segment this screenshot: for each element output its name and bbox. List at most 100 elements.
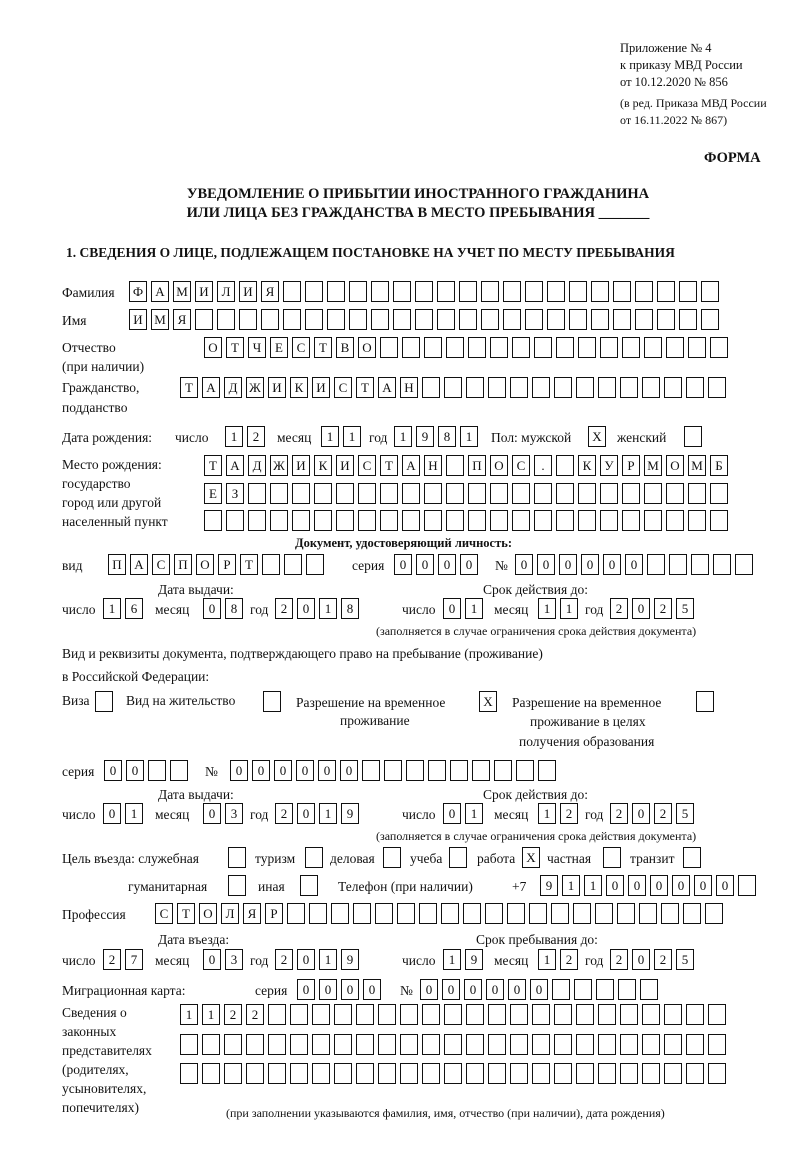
char-box[interactable]	[406, 760, 424, 781]
char-box[interactable]: Т	[180, 377, 198, 398]
char-box[interactable]	[512, 337, 530, 358]
char-box[interactable]	[647, 554, 665, 575]
char-box[interactable]: 0	[606, 875, 624, 896]
char-box[interactable]	[422, 377, 440, 398]
char-box[interactable]: С	[358, 455, 376, 476]
char-box[interactable]	[441, 903, 459, 924]
char-box[interactable]	[534, 337, 552, 358]
char-box[interactable]	[640, 979, 658, 1000]
char-box[interactable]: 0	[537, 554, 555, 575]
char-box[interactable]: М	[688, 455, 706, 476]
char-box[interactable]	[380, 337, 398, 358]
char-box[interactable]	[371, 309, 389, 330]
char-box[interactable]	[397, 903, 415, 924]
char-box[interactable]	[622, 337, 640, 358]
char-box[interactable]	[446, 483, 464, 504]
char-box[interactable]: 0	[297, 598, 315, 619]
char-box[interactable]	[446, 455, 464, 476]
char-box[interactable]	[202, 1034, 220, 1055]
char-box[interactable]	[204, 510, 222, 531]
char-box[interactable]	[466, 377, 484, 398]
char-box[interactable]	[466, 1063, 484, 1084]
char-box[interactable]: Н	[424, 455, 442, 476]
char-box[interactable]	[287, 903, 305, 924]
char-box[interactable]	[525, 309, 543, 330]
char-box[interactable]	[613, 309, 631, 330]
char-box[interactable]: 1	[125, 803, 143, 824]
char-box[interactable]	[532, 1034, 550, 1055]
char-box[interactable]: 1	[443, 949, 461, 970]
char-box[interactable]: 1	[562, 875, 580, 896]
char-box[interactable]	[292, 483, 310, 504]
char-box[interactable]: 9	[341, 949, 359, 970]
char-box[interactable]	[362, 760, 380, 781]
char-box[interactable]: 0	[126, 760, 144, 781]
char-box[interactable]	[312, 1063, 330, 1084]
char-box[interactable]	[618, 979, 636, 1000]
char-box[interactable]: 6	[125, 598, 143, 619]
char-box[interactable]: 0	[296, 760, 314, 781]
char-box[interactable]	[713, 554, 731, 575]
char-box[interactable]: 0	[297, 949, 315, 970]
char-box[interactable]: А	[378, 377, 396, 398]
char-box[interactable]: 3	[225, 949, 243, 970]
char-box[interactable]	[444, 1004, 462, 1025]
char-box[interactable]	[532, 1063, 550, 1084]
char-box[interactable]: 2	[275, 803, 293, 824]
char-box[interactable]	[534, 483, 552, 504]
char-box[interactable]: 0	[464, 979, 482, 1000]
char-box[interactable]: Т	[356, 377, 374, 398]
char-box[interactable]	[459, 309, 477, 330]
char-box[interactable]	[691, 554, 709, 575]
char-box[interactable]: 0	[341, 979, 359, 1000]
char-box[interactable]	[664, 1034, 682, 1055]
char-box[interactable]	[481, 309, 499, 330]
char-box[interactable]: Т	[314, 337, 332, 358]
char-box[interactable]: Р	[622, 455, 640, 476]
char-box[interactable]	[554, 1063, 572, 1084]
char-box[interactable]	[468, 510, 486, 531]
char-box[interactable]	[268, 1004, 286, 1025]
char-box[interactable]	[437, 309, 455, 330]
char-box[interactable]	[195, 309, 213, 330]
char-box[interactable]	[228, 847, 246, 868]
char-box[interactable]: 5	[676, 598, 694, 619]
char-box[interactable]: 2	[246, 1004, 264, 1025]
char-box[interactable]	[569, 309, 587, 330]
char-box[interactable]	[314, 483, 332, 504]
char-box[interactable]	[95, 691, 113, 712]
char-box[interactable]	[490, 483, 508, 504]
char-box[interactable]	[380, 483, 398, 504]
char-box[interactable]	[449, 847, 467, 868]
char-box[interactable]	[735, 554, 753, 575]
char-box[interactable]	[600, 483, 618, 504]
char-box[interactable]	[686, 1063, 704, 1084]
char-box[interactable]	[576, 1034, 594, 1055]
char-box[interactable]: Д	[248, 455, 266, 476]
char-box[interactable]: П	[174, 554, 192, 575]
char-box[interactable]	[290, 1034, 308, 1055]
char-box[interactable]	[556, 337, 574, 358]
char-box[interactable]: 7	[125, 949, 143, 970]
char-box[interactable]: Р	[265, 903, 283, 924]
char-box[interactable]	[688, 510, 706, 531]
char-box[interactable]: 0	[486, 979, 504, 1000]
char-box[interactable]: С	[512, 455, 530, 476]
char-box[interactable]: 8	[341, 598, 359, 619]
char-box[interactable]	[378, 1034, 396, 1055]
char-box[interactable]	[657, 281, 675, 302]
char-box[interactable]: 1	[343, 426, 361, 447]
purpose-work-checkbox[interactable]: X	[522, 847, 540, 868]
char-box[interactable]: 9	[341, 803, 359, 824]
char-box[interactable]: 2	[275, 598, 293, 619]
